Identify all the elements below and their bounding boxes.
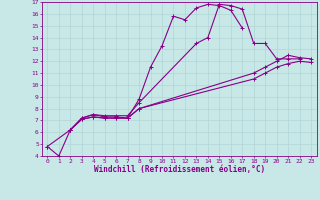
X-axis label: Windchill (Refroidissement éolien,°C): Windchill (Refroidissement éolien,°C) bbox=[94, 165, 265, 174]
